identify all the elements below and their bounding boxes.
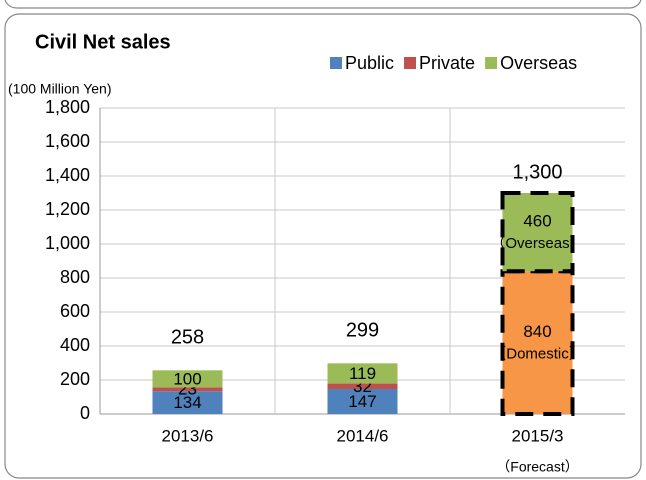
- top-panel-edge: [4, 0, 642, 9]
- forecast-segment: [500, 191, 575, 274]
- bar-segment: [152, 387, 223, 392]
- total-label: 1,300: [512, 161, 562, 183]
- data-label: 460: [523, 212, 551, 231]
- x-tick-label: 2013/6: [162, 426, 214, 445]
- y-tick-label: 1,000: [45, 233, 90, 253]
- legend-swatch: [404, 57, 417, 69]
- legend-swatch: [485, 57, 498, 69]
- forecast-segment: [500, 269, 575, 417]
- legend-label: Private: [419, 53, 475, 73]
- data-label: 100: [173, 369, 201, 388]
- data-label: 119: [349, 364, 376, 383]
- data-label: 840: [523, 322, 551, 341]
- segment-name: （Domestic）: [491, 346, 584, 363]
- y-tick-label: 200: [60, 369, 90, 389]
- y-tick-label: 1,400: [45, 165, 90, 185]
- chart-title: Civil Net sales: [35, 31, 171, 53]
- legend-label: Public: [345, 53, 394, 73]
- total-label: 299: [346, 320, 379, 342]
- legend-swatch: [330, 57, 342, 69]
- data-label: 147: [348, 392, 376, 411]
- panel: [4, 13, 642, 479]
- forecast-note: （Forecast）: [496, 459, 578, 475]
- bar-segment: [327, 363, 398, 384]
- y-tick-label: 400: [60, 335, 90, 355]
- y-tick-label: 0: [80, 403, 90, 423]
- segment-name: （Overseas）: [490, 235, 584, 252]
- y-axis-label: (100 Million Yen): [8, 81, 112, 97]
- bar-segment: [152, 370, 223, 388]
- y-tick-label: 1,200: [45, 199, 90, 219]
- y-tick-label: 1,600: [45, 131, 90, 151]
- legend-label: Overseas: [500, 53, 577, 73]
- x-tick-label: 2015/3: [512, 426, 564, 445]
- bar-segment: [152, 391, 223, 414]
- bar-segment: [327, 383, 398, 390]
- x-tick-label: 2014/6: [337, 426, 389, 445]
- bar-segment: [327, 389, 398, 414]
- data-label: 134: [173, 393, 201, 412]
- total-label: 258: [171, 327, 204, 349]
- y-tick-label: 1,800: [45, 97, 90, 117]
- y-tick-label: 600: [60, 301, 90, 321]
- y-tick-label: 800: [60, 267, 90, 287]
